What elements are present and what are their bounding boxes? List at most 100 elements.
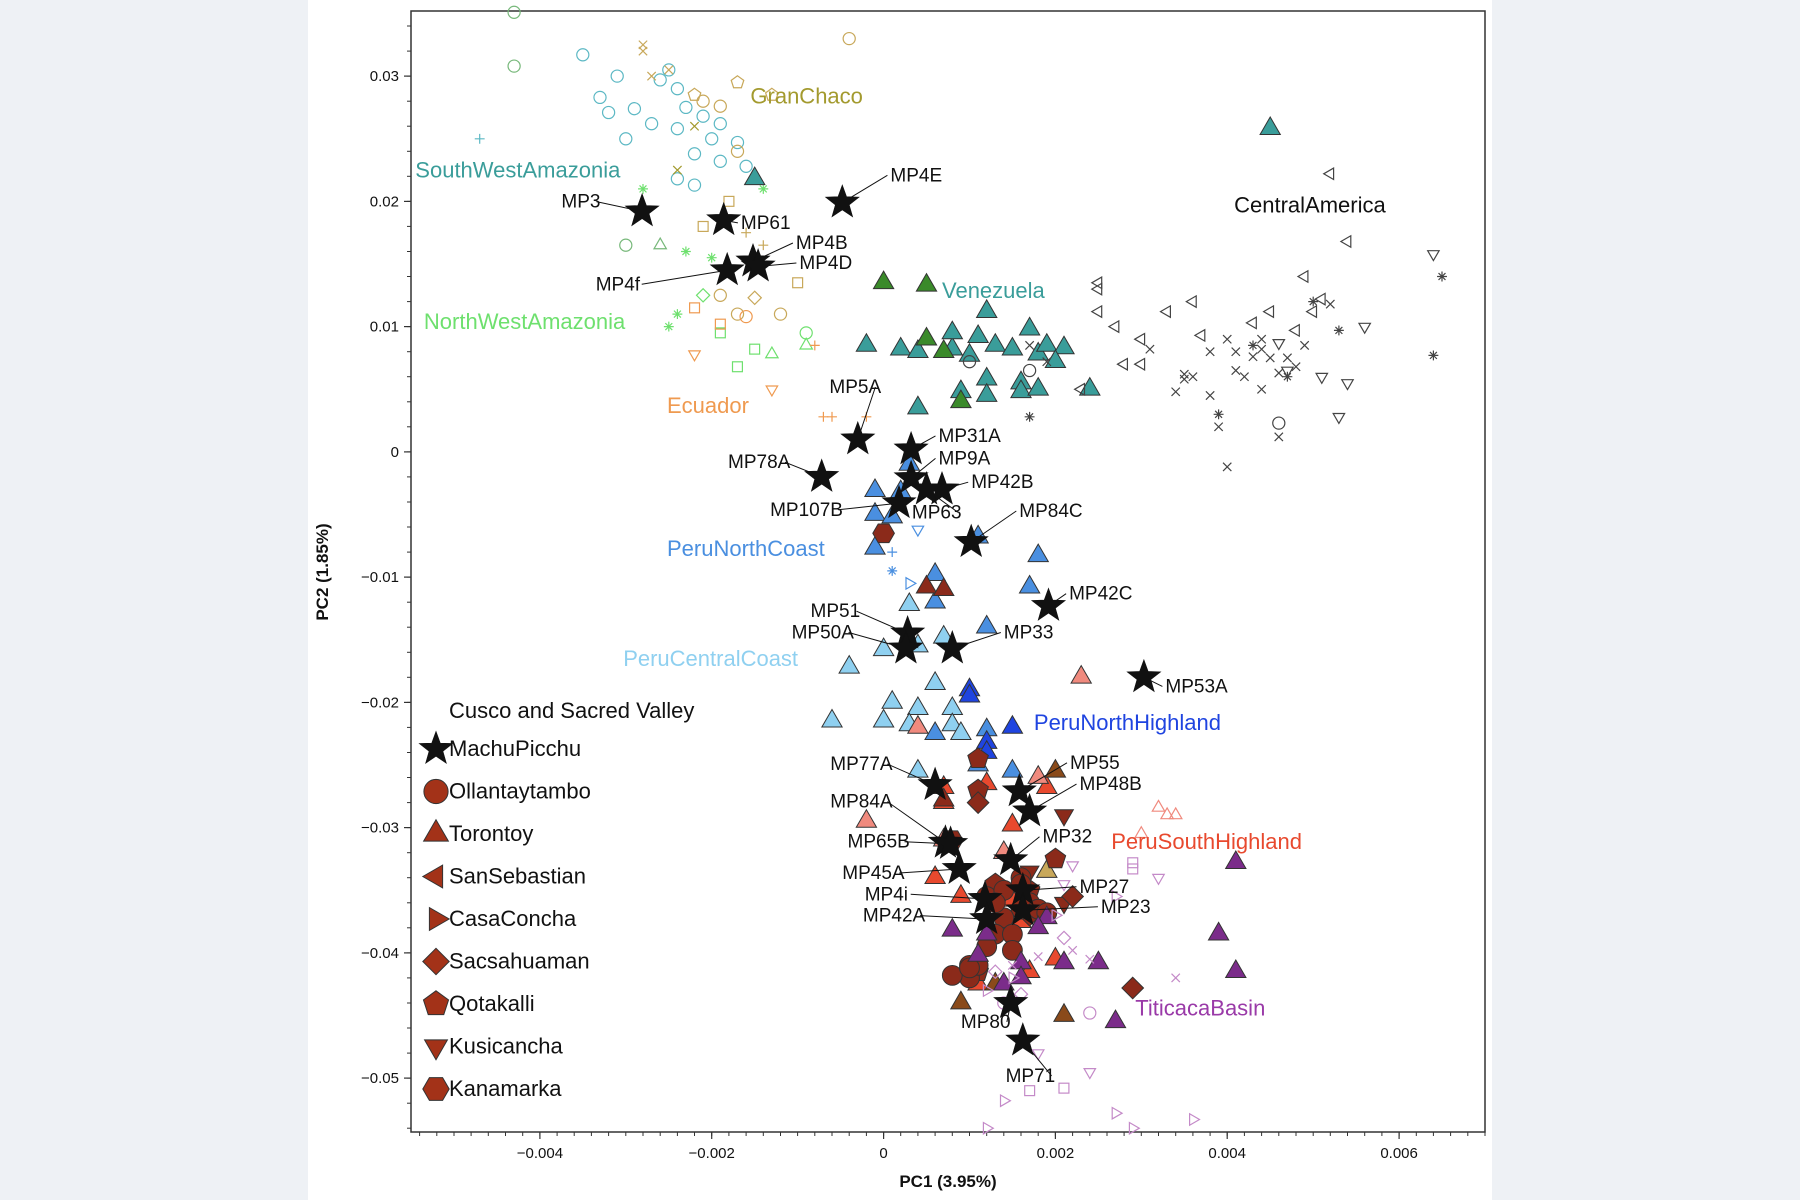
reference-point — [1027, 543, 1050, 563]
mp-sample-label: MP23 — [1101, 897, 1151, 918]
reference-point — [1332, 412, 1346, 425]
reference-point — [1314, 292, 1326, 306]
reference-point — [1116, 357, 1128, 371]
reference-point — [1127, 863, 1139, 875]
population-label: Venezuela — [942, 278, 1046, 303]
legend-label: Kusicancha — [449, 1034, 564, 1059]
reference-point — [1308, 296, 1319, 307]
reference-point — [1145, 344, 1155, 354]
reference-point — [741, 227, 752, 238]
reference-point — [1315, 372, 1329, 385]
x-tick-label: −0.002 — [689, 1145, 735, 1162]
reference-point — [1207, 921, 1230, 941]
mp-sample-label: MP42B — [971, 472, 1033, 493]
population-label: Ecuador — [667, 393, 749, 418]
reference-point — [695, 287, 711, 303]
reference-point — [730, 307, 745, 321]
reference-point — [1008, 971, 1021, 985]
reference-point — [881, 689, 904, 709]
reference-point — [1159, 304, 1171, 319]
reference-point — [906, 338, 929, 359]
machupicchu-star — [824, 184, 860, 218]
reference-point — [1121, 976, 1145, 1000]
population-label: NorthWestAmazonia — [424, 309, 626, 334]
reference-point — [1044, 847, 1067, 869]
reference-point — [911, 525, 925, 538]
x-tick-label: 0.006 — [1380, 1145, 1418, 1162]
reference-point — [687, 147, 702, 161]
machupicchu-star — [881, 484, 917, 519]
mp-sample-label: MP9A — [939, 448, 991, 469]
reference-point — [887, 565, 898, 576]
machupicchu-star — [888, 630, 924, 664]
mp-sample-label: MP55 — [1070, 753, 1120, 774]
reference-point — [764, 345, 780, 359]
reference-point — [1272, 338, 1286, 351]
reference-point — [1133, 357, 1146, 371]
reference-point — [898, 591, 921, 612]
machupicchu-star — [917, 766, 953, 801]
mp-sample-label: MP61 — [741, 213, 791, 234]
reference-point — [1053, 950, 1075, 970]
reference-point — [1018, 574, 1041, 594]
reference-point — [1437, 271, 1447, 282]
mp-sample-label: MP71 — [1006, 1066, 1056, 1087]
y-tick-label: 0.01 — [370, 319, 399, 336]
y-axis-title: PC2 (1.85%) — [313, 523, 332, 620]
reference-point — [906, 395, 929, 415]
reference-point — [1248, 340, 1258, 351]
mp-sample-label: MP27 — [1080, 877, 1130, 898]
reference-point — [1007, 960, 1018, 971]
reference-point — [1188, 372, 1198, 382]
pca-figure: 0.03 0.02 0.01 0 −0.01 −0.02 −0.03 −0.04 −0.05 −0… — [308, 0, 1492, 1200]
mp-sample-label: MP31A — [939, 426, 1002, 447]
reference-point — [696, 94, 710, 108]
machupicchu-star — [804, 458, 840, 492]
reference-point — [984, 332, 1007, 352]
reference-point — [949, 389, 972, 409]
reference-point — [924, 864, 947, 885]
y-tick-label: 0.03 — [370, 68, 399, 85]
reference-point — [723, 195, 735, 207]
reference-point — [507, 5, 521, 19]
reference-point — [962, 355, 977, 369]
reference-point — [474, 133, 485, 144]
reference-point — [887, 547, 898, 558]
reference-point — [1322, 167, 1335, 181]
reference-point — [672, 165, 683, 175]
population-label: GranChaco — [750, 84, 863, 109]
reference-point — [1171, 973, 1181, 983]
mp-sample-label: MP50A — [792, 623, 855, 644]
reference-point — [1133, 332, 1146, 346]
reference-point — [855, 332, 878, 352]
mp-sample-label: MP80 — [961, 1012, 1011, 1033]
reference-point — [1061, 884, 1085, 909]
reference-point — [1051, 908, 1064, 923]
reference-point — [610, 69, 624, 83]
reference-point — [1128, 1121, 1141, 1135]
reference-point — [966, 791, 990, 815]
reference-point — [687, 178, 702, 192]
reference-point — [687, 87, 702, 101]
reference-point — [765, 385, 779, 398]
reference-point — [1027, 376, 1050, 396]
reference-point — [638, 183, 648, 194]
legend-label: CasaConcha — [449, 906, 577, 931]
reference-point — [1001, 812, 1024, 832]
population-label: TiticacaBasin — [1135, 996, 1265, 1021]
reference-point — [1111, 889, 1124, 904]
reference-point — [713, 117, 727, 131]
pca-scatter-plot: 0.03 0.02 0.01 0 −0.01 −0.02 −0.03 −0.04 −0.05 −0… — [313, 5, 1486, 1191]
reference-point — [1193, 328, 1206, 343]
reference-point — [1272, 416, 1286, 430]
reference-point — [1333, 325, 1344, 336]
reference-point — [1058, 1082, 1070, 1094]
reference-point — [982, 1121, 995, 1135]
reference-point — [696, 109, 710, 123]
reference-point — [1274, 368, 1284, 378]
reference-point — [747, 290, 763, 306]
reference-point — [663, 321, 674, 332]
mp-sample-label: MP4i — [865, 884, 908, 905]
reference-point — [1024, 1085, 1036, 1097]
reference-point — [941, 712, 964, 732]
